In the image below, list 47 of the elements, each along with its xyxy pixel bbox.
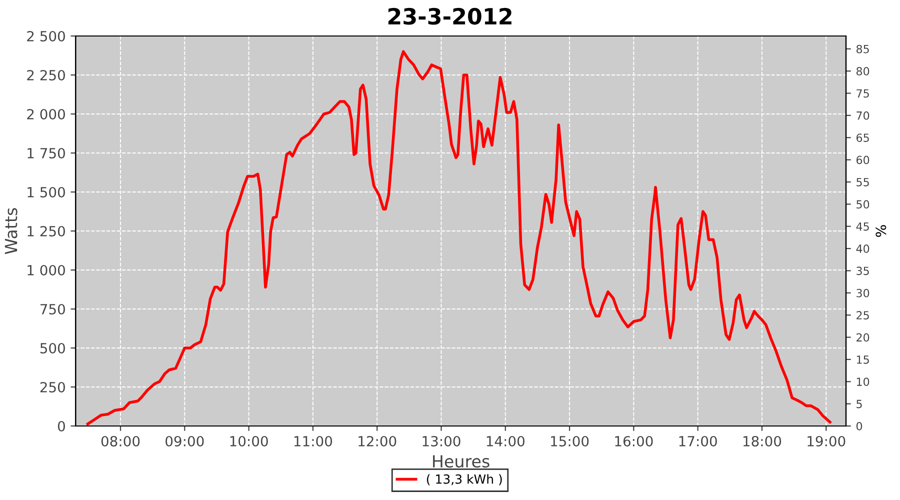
y-tick-label: 1 000 — [28, 264, 65, 276]
y2-tick-label: 0 — [856, 422, 862, 430]
x-tick-label: 13:00 — [422, 436, 460, 446]
y-tick-label: 1 250 — [28, 226, 65, 236]
y2-tick-label: 40 — [856, 244, 870, 253]
x-tick-label: 10:00 — [230, 436, 268, 446]
x-tick-label: 15:00 — [551, 436, 589, 446]
legend-label: ( 13,3 kWh ) — [426, 474, 502, 486]
x-tick-label: 11:00 — [294, 436, 332, 446]
y2-tick-label: 5 — [856, 400, 862, 408]
y2-tick-label: 80 — [856, 67, 870, 76]
y-tick-label: 750 — [40, 304, 65, 314]
x-tick-label: 18:00 — [743, 436, 782, 446]
y2-tick-label: 70 — [856, 111, 870, 120]
y2-tick-label: 85 — [856, 44, 869, 54]
y2-tick-label: 50 — [856, 200, 870, 209]
y2-tick-label: 30 — [856, 288, 870, 298]
y2-tick-label: 55 — [856, 178, 869, 186]
y2-axis-title: % — [876, 225, 886, 237]
y-tick-label: 2 250 — [27, 70, 65, 80]
line-series — [86, 50, 832, 426]
y2-tick-label: 15 — [856, 356, 869, 364]
y2-tick-label: 20 — [856, 333, 870, 342]
x-tick-label: 16:00 — [615, 436, 653, 446]
y-tick-label: 500 — [40, 342, 65, 354]
x-tick-label: 09:00 — [166, 436, 204, 446]
y2-tick-label: 25 — [856, 311, 869, 320]
y2-tick-label: 65 — [856, 134, 869, 142]
y-tick-label: 1 750 — [28, 148, 65, 158]
y-tick-label: 250 — [40, 382, 65, 392]
y2-tick-label: 10 — [856, 378, 870, 386]
y2-tick-label: 35 — [856, 266, 869, 276]
y2-tick-label: 60 — [856, 156, 870, 164]
y2-tick-label: 75 — [856, 89, 869, 98]
y-tick-label: 0 — [58, 420, 65, 432]
y2-tick-label: 45 — [856, 222, 869, 231]
x-tick-label: 17:00 — [679, 436, 717, 446]
chart-title: 23-3-2012 — [388, 8, 512, 25]
y-tick-label: 2 000 — [27, 108, 65, 120]
x-axis-title: Heures — [433, 455, 490, 468]
x-tick-label: 14:00 — [486, 436, 524, 446]
y-tick-label: 2 500 — [27, 30, 65, 42]
y-axis-title: Watts — [4, 208, 18, 254]
y-tick-label: 1 500 — [28, 186, 65, 198]
x-tick-label: 08:00 — [101, 436, 140, 446]
x-tick-label: 12:00 — [358, 436, 396, 446]
x-tick-label: 19:00 — [808, 436, 846, 446]
